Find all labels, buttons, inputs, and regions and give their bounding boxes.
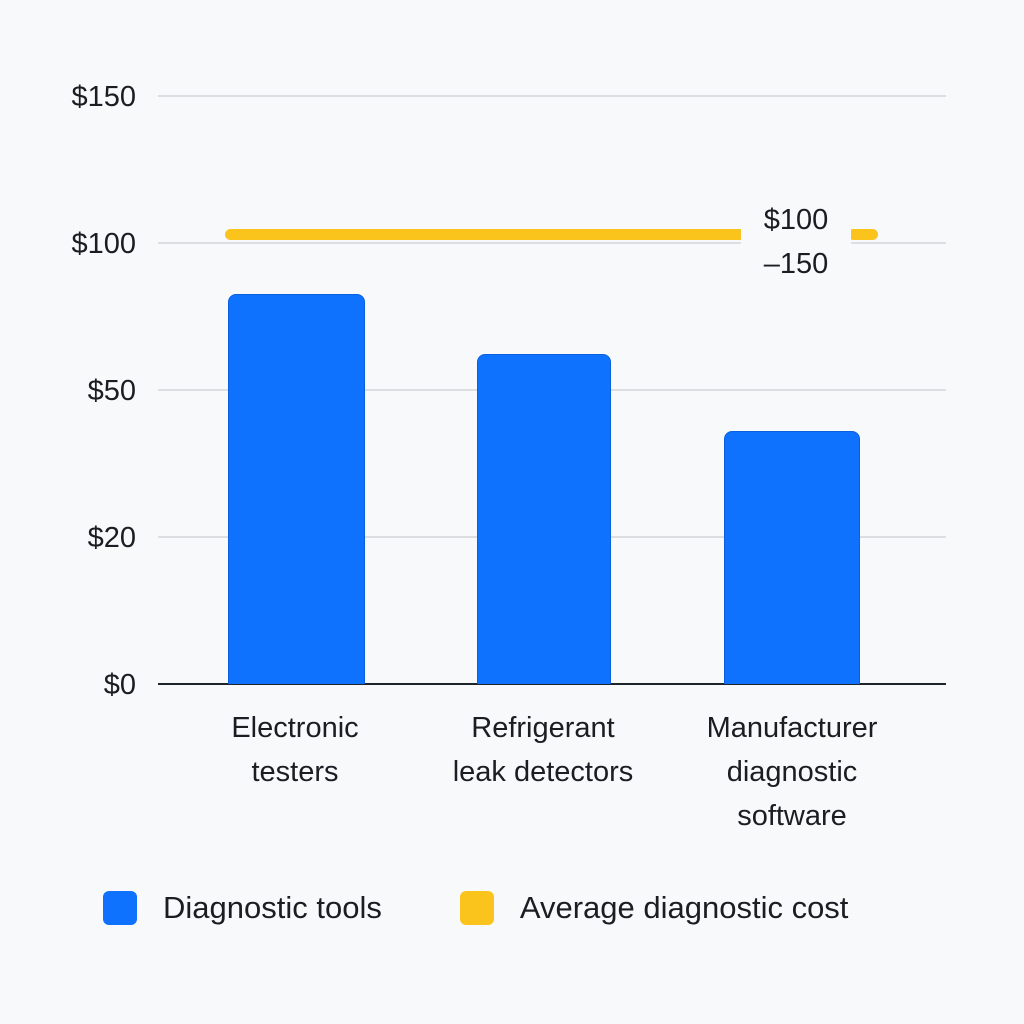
legend-label: Average diagnostic cost — [519, 890, 849, 925]
bar-refrigerant-leak-detectors — [477, 354, 611, 684]
legend: Diagnostic tools Average diagnostic cost — [103, 890, 926, 926]
bar-electronic-testers — [228, 294, 365, 684]
y-tick-label: $150 — [71, 81, 136, 113]
y-tick-label: $50 — [87, 375, 136, 407]
legend-item-average-diagnostic-cost: Average diagnostic cost — [459, 890, 849, 926]
average-cost-annotation: $100 –150 — [741, 198, 851, 286]
x-label-line: Refrigerant — [471, 712, 615, 744]
x-label-refrigerant-leak-detectors: Refrigerant leak detectors — [423, 706, 663, 794]
average-cost-annotation-line2: –150 — [763, 248, 829, 280]
y-tick-label: $100 — [71, 228, 136, 260]
x-axis-line — [158, 683, 946, 685]
bar-manufacturer-diagnostic-software — [724, 431, 860, 684]
average-cost-annotation-line1: $100 — [763, 204, 829, 236]
gridline-100 — [158, 242, 946, 244]
gridline-150 — [158, 95, 946, 97]
x-label-line: diagnostic — [726, 756, 858, 788]
legend-item-diagnostic-tools: Diagnostic tools — [103, 890, 382, 926]
y-tick-label: $0 — [103, 669, 136, 701]
legend-label: Diagnostic tools — [163, 890, 382, 925]
x-label-line: Electronic — [231, 712, 359, 744]
average-cost-line — [225, 229, 745, 240]
legend-swatch-yellow — [459, 891, 494, 925]
x-label-line: testers — [251, 756, 339, 788]
x-label-manufacturer-diagnostic-software: Manufacturer diagnostic software — [672, 706, 912, 838]
x-label-line: Manufacturer — [706, 712, 878, 744]
x-label-line: software — [737, 800, 847, 832]
x-label-line: leak detectors — [452, 756, 634, 788]
average-cost-line-end — [848, 229, 878, 240]
y-tick-label: $20 — [87, 522, 136, 554]
x-label-electronic-testers: Electronic testers — [175, 706, 415, 794]
legend-swatch-blue — [103, 891, 137, 925]
